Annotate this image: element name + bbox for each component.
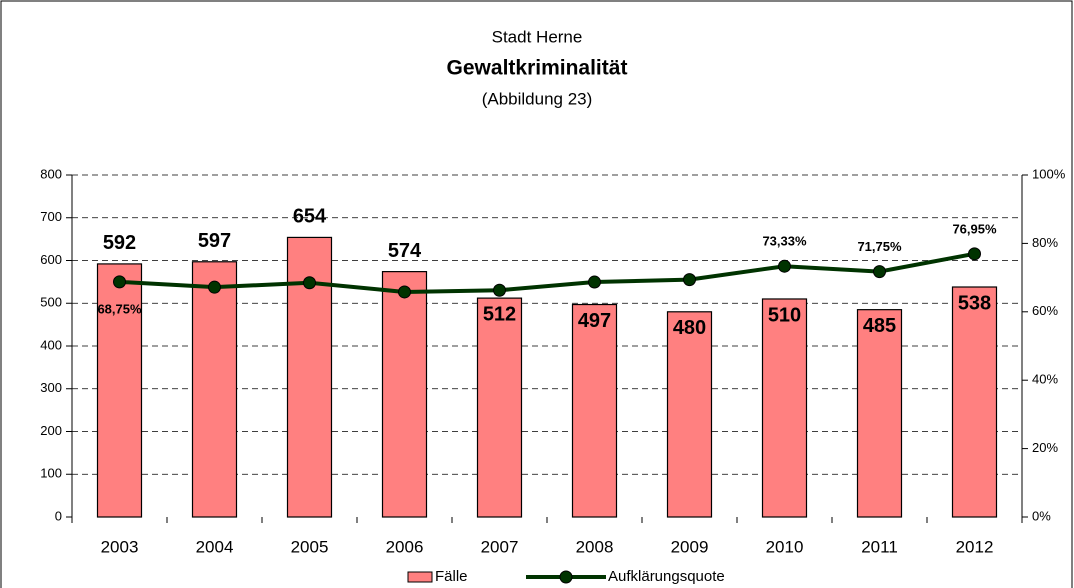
bar (381, 271, 428, 518)
y2-tick-label: 100% (1032, 166, 1066, 181)
bar (476, 297, 523, 518)
line-marker (398, 285, 411, 299)
bar-value-label: 592 (103, 232, 136, 254)
bar-value-label: 512 (483, 303, 516, 325)
y-tick-label: 600 (40, 252, 62, 267)
y2-tick-label: 0% (1032, 508, 1051, 523)
y-tick-label: 400 (40, 337, 62, 352)
line-value-label: 71,75% (857, 239, 902, 254)
chart-subtitle: (Abbildung 23) (482, 89, 593, 108)
line-marker (113, 275, 126, 289)
bar (571, 303, 618, 518)
line-marker (683, 273, 696, 287)
y-tick-label: 100 (40, 466, 62, 481)
bar (96, 263, 143, 518)
line-marker (873, 265, 886, 279)
bar (856, 309, 903, 518)
y-tick-label: 0 (55, 508, 62, 523)
x-tick-label: 2010 (766, 537, 804, 556)
chart-pretitle: Stadt Herne (492, 27, 583, 46)
y-tick-label: 300 (40, 380, 62, 395)
legend-swatch (407, 571, 433, 583)
x-tick-label: 2004 (196, 537, 234, 556)
bar-value-label: 538 (958, 292, 991, 314)
bar-value-label: 574 (388, 240, 422, 262)
x-tick-label: 2003 (101, 537, 139, 556)
x-tick-label: 2007 (481, 537, 519, 556)
line-marker (778, 259, 791, 273)
line-value-label: 68,75% (97, 301, 142, 316)
bar (666, 311, 713, 518)
x-tick-label: 2008 (576, 537, 614, 556)
chart-title: Gewaltkriminalität (447, 57, 628, 80)
legend-label: Fälle (435, 568, 468, 585)
legend-marker (559, 570, 573, 584)
y2-tick-label: 60% (1032, 303, 1058, 318)
bar (761, 298, 808, 518)
y-tick-label: 200 (40, 423, 62, 438)
bar-value-label: 597 (198, 230, 231, 252)
x-tick-label: 2012 (956, 537, 994, 556)
legend-label: Aufklärungsquote (608, 568, 725, 585)
y2-tick-label: 20% (1032, 440, 1058, 455)
line (119, 251, 975, 294)
y2-tick-label: 40% (1032, 372, 1058, 387)
line-marker (493, 283, 506, 297)
line-marker (208, 280, 221, 294)
line-marker (588, 275, 601, 289)
bar-value-label: 480 (673, 317, 706, 339)
bar (191, 261, 238, 518)
y2-tick-label: 80% (1032, 235, 1058, 250)
line-value-label: 76,95% (952, 221, 997, 236)
x-tick-label: 2011 (861, 537, 898, 556)
bar-value-label: 485 (863, 315, 896, 337)
bar-value-label: 654 (293, 206, 327, 228)
x-tick-label: 2006 (386, 537, 424, 556)
y-tick-label: 700 (40, 209, 62, 224)
x-tick-label: 2005 (291, 537, 329, 556)
bar-value-label: 497 (578, 310, 611, 332)
y-tick-label: 500 (40, 295, 62, 310)
line-marker (303, 276, 316, 290)
bar-value-label: 510 (768, 304, 801, 326)
line-value-label: 73,33% (762, 234, 807, 249)
x-tick-label: 2009 (671, 537, 709, 556)
bar (951, 286, 998, 518)
y-tick-label: 800 (40, 166, 62, 181)
line-marker (968, 247, 981, 261)
